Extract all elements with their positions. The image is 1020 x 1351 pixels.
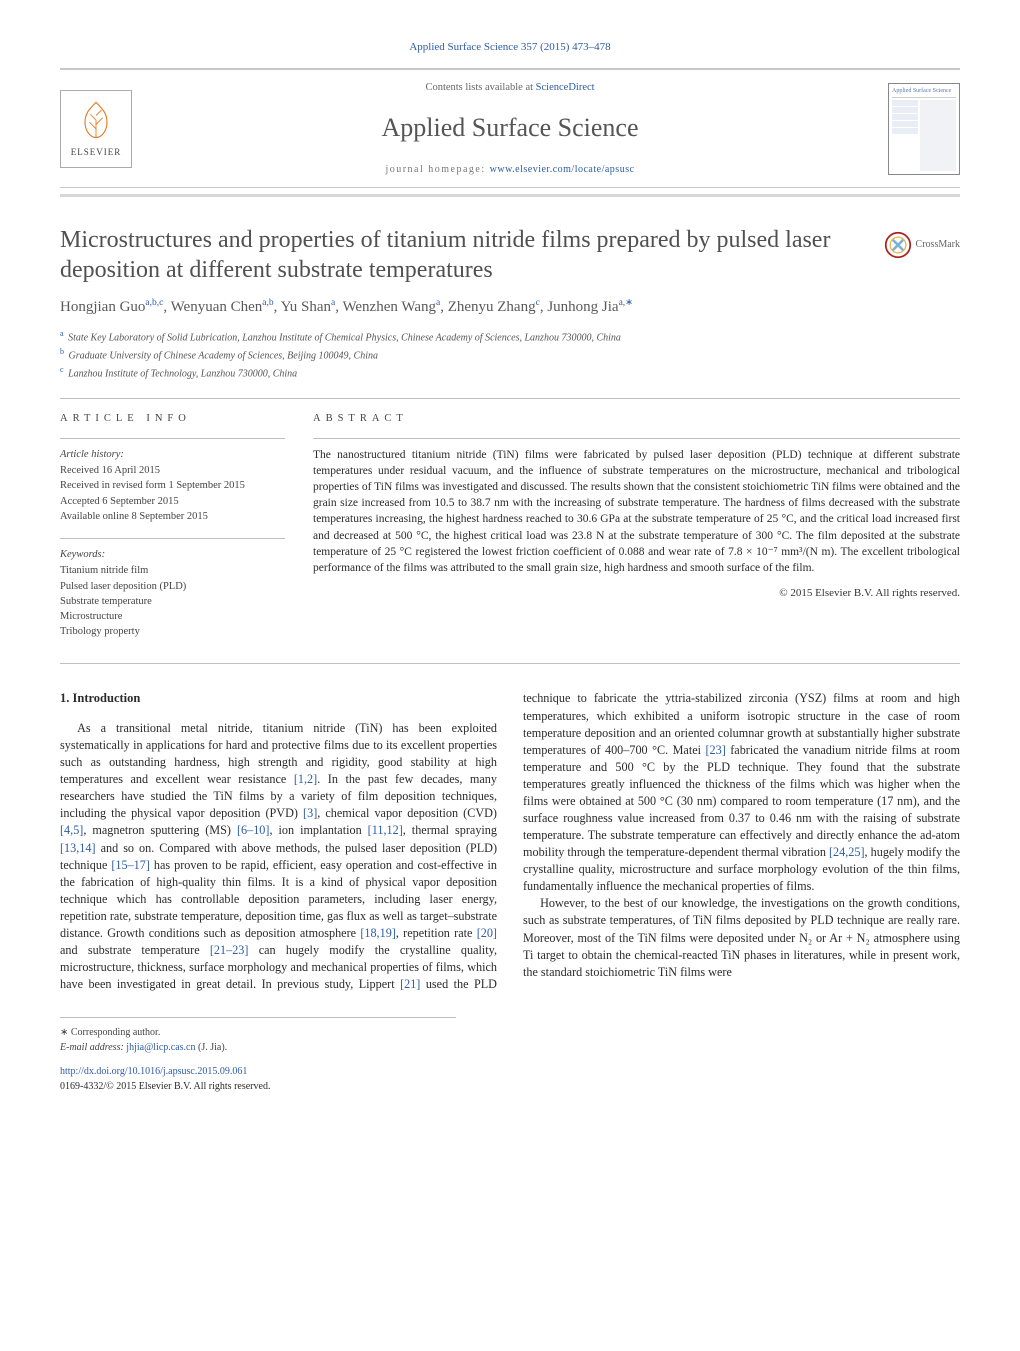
keywords-block: Keywords: Titanium nitride filmPulsed la…	[60, 538, 285, 639]
introduction-body: As a transitional metal nitride, titaniu…	[60, 690, 960, 993]
meta-abstract-row: ARTICLE INFO Article history: Received 1…	[60, 411, 960, 654]
elsevier-tree-icon	[74, 98, 118, 142]
rule-below-abstract	[60, 663, 960, 664]
crossmark-icon	[884, 231, 912, 259]
homepage-prefix: journal homepage:	[385, 164, 489, 175]
journal-reference: Applied Surface Science 357 (2015) 473–4…	[60, 40, 960, 56]
journal-cover-thumbnail[interactable]: Applied Surface Science	[888, 83, 960, 175]
article-title: Microstructures and properties of titani…	[60, 225, 866, 285]
contents-available-line: Contents lists available at ScienceDirec…	[146, 80, 874, 95]
title-row: Microstructures and properties of titani…	[60, 225, 960, 285]
doi-block: http://dx.doi.org/10.1016/j.apsusc.2015.…	[60, 1065, 960, 1094]
abstract-label: ABSTRACT	[313, 411, 960, 426]
history-line: Received 16 April 2015	[60, 463, 285, 478]
homepage-line: journal homepage: www.elsevier.com/locat…	[146, 163, 874, 178]
journal-header: ELSEVIER Contents lists available at Sci…	[60, 68, 960, 188]
affiliation-line: a State Key Laboratory of Solid Lubricat…	[60, 328, 960, 346]
contents-prefix: Contents lists available at	[425, 82, 535, 93]
issn-copyright-line: 0169-4332/© 2015 Elsevier B.V. All right…	[60, 1081, 270, 1092]
crossmark-badge[interactable]: CrossMark	[884, 231, 960, 259]
corresponding-author-footer: ∗ Corresponding author. E-mail address: …	[60, 1017, 456, 1055]
section-heading-intro: 1. Introduction	[60, 690, 497, 708]
history-label: Article history:	[60, 447, 285, 462]
doi-link[interactable]: http://dx.doi.org/10.1016/j.apsusc.2015.…	[60, 1066, 247, 1077]
header-bottom-rule	[60, 194, 960, 197]
corresponding-label: ∗ Corresponding author.	[60, 1026, 456, 1041]
elsevier-brand-text: ELSEVIER	[71, 146, 122, 159]
article-info-column: ARTICLE INFO Article history: Received 1…	[60, 411, 285, 654]
history-line: Accepted 6 September 2015	[60, 494, 285, 509]
affiliation-line: b Graduate University of Chinese Academy…	[60, 346, 960, 364]
email-name: (J. Jia).	[195, 1042, 227, 1053]
keyword-item: Tribology property	[60, 624, 285, 639]
article-history: Article history: Received 16 April 2015R…	[60, 438, 285, 524]
affiliations: a State Key Laboratory of Solid Lubricat…	[60, 328, 960, 381]
sciencedirect-link[interactable]: ScienceDirect	[536, 82, 595, 93]
cover-thumb-body	[892, 100, 956, 170]
keyword-item: Titanium nitride film	[60, 563, 285, 578]
history-line: Available online 8 September 2015	[60, 509, 285, 524]
keywords-label: Keywords:	[60, 547, 285, 562]
crossmark-label: CrossMark	[916, 238, 960, 253]
abstract-text: The nanostructured titanium nitride (TiN…	[313, 438, 960, 576]
abstract-copyright: © 2015 Elsevier B.V. All rights reserved…	[313, 586, 960, 602]
keyword-item: Microstructure	[60, 609, 285, 624]
homepage-link[interactable]: www.elsevier.com/locate/apsusc	[490, 164, 635, 175]
email-label: E-mail address:	[60, 1042, 126, 1053]
affiliation-line: c Lanzhou Institute of Technology, Lanzh…	[60, 364, 960, 382]
abstract-column: ABSTRACT The nanostructured titanium nit…	[313, 411, 960, 654]
author-list: Hongjian Guoa,b,c, Wenyuan Chena,b, Yu S…	[60, 297, 960, 318]
keyword-item: Substrate temperature	[60, 594, 285, 609]
history-line: Received in revised form 1 September 201…	[60, 478, 285, 493]
body-columns: 1. Introduction As a transitional metal …	[60, 690, 960, 993]
article-info-label: ARTICLE INFO	[60, 411, 285, 426]
journal-title: Applied Surface Science	[146, 109, 874, 147]
email-line: E-mail address: jhjia@licp.cas.cn (J. Ji…	[60, 1041, 456, 1056]
rule-above-abstract	[60, 398, 960, 399]
keyword-item: Pulsed laser deposition (PLD)	[60, 579, 285, 594]
cover-thumb-title: Applied Surface Science	[892, 87, 956, 99]
corresponding-email-link[interactable]: jhjia@licp.cas.cn	[126, 1042, 195, 1053]
elsevier-logo[interactable]: ELSEVIER	[60, 90, 132, 168]
header-center: Contents lists available at ScienceDirec…	[146, 80, 874, 177]
